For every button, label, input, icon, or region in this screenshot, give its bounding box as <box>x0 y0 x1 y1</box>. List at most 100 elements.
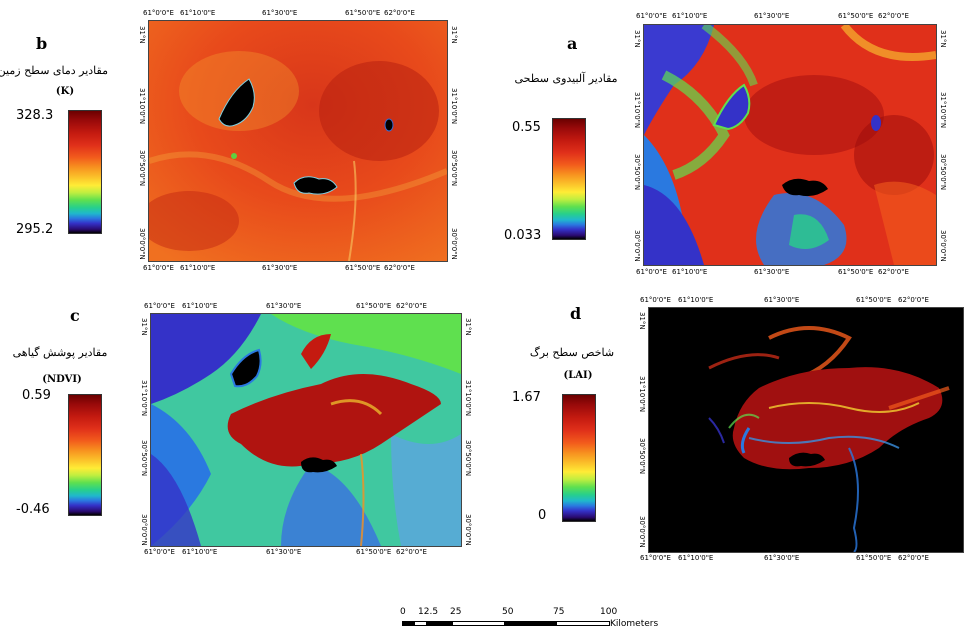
lon-tick: 61°10'0"E <box>672 12 708 20</box>
lat-tick: 31°10'0"N <box>140 380 148 417</box>
lon-tick: 61°10'0"E <box>678 296 714 304</box>
lat-tick: 30°0'0"N <box>464 514 472 546</box>
scale-label: 75 <box>553 607 565 617</box>
legend-title-ndvi: مقادیر پوشش گیاهی <box>12 346 108 359</box>
map-ndvi <box>150 313 462 547</box>
panel-letter-d: d <box>570 304 582 323</box>
lat-tick: 30°50'0"N <box>140 440 148 477</box>
lat-tick: 30°50'0"N <box>633 154 641 191</box>
lat-tick: 30°0'0"N <box>955 516 963 548</box>
lon-tick: 61°50'0"E <box>356 302 392 310</box>
legend-unit-ndvi: (NDVI) <box>42 374 82 385</box>
lat-tick: 30°0'0"N <box>138 228 146 260</box>
lon-tick: 62°0'0"E <box>878 268 909 276</box>
lon-tick: 62°0'0"E <box>898 296 929 304</box>
lat-tick: 30°0'0"N <box>939 230 947 262</box>
map-lai <box>648 307 964 553</box>
color-ramp-lst <box>68 110 102 234</box>
lon-tick: 61°0'0"E <box>640 296 671 304</box>
lon-tick: 62°0'0"E <box>396 302 427 310</box>
lat-tick: 30°50'0"N <box>939 154 947 191</box>
lat-tick: 31°10'0"N <box>464 380 472 417</box>
lat-tick: 30°0'0"N <box>450 228 458 260</box>
lat-tick: 31°10'0"N <box>955 376 963 413</box>
lon-tick: 61°50'0"E <box>856 296 892 304</box>
lat-tick: 31°10'0"N <box>939 92 947 129</box>
lon-tick: 61°0'0"E <box>143 9 174 17</box>
scale-segment <box>452 621 506 626</box>
lon-tick: 61°50'0"E <box>345 9 381 17</box>
lat-tick: 31°N <box>450 26 458 44</box>
lon-tick: 62°0'0"E <box>898 554 929 562</box>
panel-letter-c: c <box>70 306 80 325</box>
lon-tick: 61°50'0"E <box>856 554 892 562</box>
lat-tick: 31°N <box>464 318 472 336</box>
lon-tick: 61°30'0"E <box>764 296 800 304</box>
lon-tick: 61°0'0"E <box>640 554 671 562</box>
scale-unit: Kilometers <box>610 619 659 629</box>
scale-label: 12.5 <box>418 607 439 617</box>
lon-tick: 62°0'0"E <box>878 12 909 20</box>
color-ramp-ndvi <box>68 394 102 516</box>
legend-min-lst: 295.2 <box>16 222 54 237</box>
lon-tick: 61°10'0"E <box>182 302 218 310</box>
lon-tick: 61°0'0"E <box>143 264 174 272</box>
lat-tick: 31°N <box>955 312 963 330</box>
lon-tick: 62°0'0"E <box>384 264 415 272</box>
lat-tick: 30°50'0"N <box>450 150 458 187</box>
lat-tick: 31°10'0"N <box>138 88 146 125</box>
color-ramp-lai <box>562 394 596 522</box>
legend-title-albedo: مقادیر آلبیدوی سطحی <box>514 72 618 85</box>
lon-tick: 61°0'0"E <box>636 268 667 276</box>
lat-tick: 30°0'0"N <box>638 516 646 548</box>
lat-tick: 30°0'0"N <box>140 514 148 546</box>
scale-label: 0 <box>400 607 406 617</box>
legend-max-ndvi: 0.59 <box>22 388 51 403</box>
lon-tick: 61°0'0"E <box>144 302 175 310</box>
scale-label: 100 <box>600 607 618 617</box>
map-albedo <box>643 24 937 266</box>
lon-tick: 61°30'0"E <box>262 9 298 17</box>
scale-segment <box>504 621 556 626</box>
lon-tick: 61°0'0"E <box>144 548 175 556</box>
lat-tick: 31°N <box>939 30 947 48</box>
lon-tick: 61°10'0"E <box>180 9 216 17</box>
scale-segment <box>426 621 452 626</box>
lat-tick: 30°50'0"N <box>464 440 472 477</box>
scale-segment <box>556 621 610 626</box>
lat-tick: 31°10'0"N <box>638 376 646 413</box>
lon-tick: 61°0'0"E <box>636 12 667 20</box>
legend-title-lai: شاخص سطح برگ <box>529 346 615 359</box>
scale-label: 25 <box>450 607 462 617</box>
lat-tick: 31°10'0"N <box>450 88 458 125</box>
lon-tick: 61°30'0"E <box>754 268 790 276</box>
legend-min-albedo: 0.033 <box>504 228 542 243</box>
panel-letter-a: a <box>567 34 578 53</box>
lon-tick: 61°50'0"E <box>838 268 874 276</box>
scale-segment <box>402 621 414 626</box>
legend-max-albedo: 0.55 <box>512 120 541 135</box>
panel-letter-b: b <box>36 34 48 53</box>
lat-tick: 30°50'0"N <box>955 438 963 475</box>
legend-min-lai: 0 <box>538 508 547 523</box>
legend-unit-lai: (LAI) <box>563 370 593 381</box>
lon-tick: 61°10'0"E <box>180 264 216 272</box>
lat-tick: 30°50'0"N <box>638 438 646 475</box>
lon-tick: 61°10'0"E <box>678 554 714 562</box>
lat-tick: 31°10'0"N <box>633 92 641 129</box>
legend-title-lst: مقادیر دمای سطح زمین <box>0 64 108 77</box>
lon-tick: 61°50'0"E <box>838 12 874 20</box>
lon-tick: 61°10'0"E <box>672 268 708 276</box>
scale-label: 50 <box>502 607 514 617</box>
legend-unit-lst: (K) <box>55 86 75 97</box>
lon-tick: 61°30'0"E <box>266 302 302 310</box>
lon-tick: 61°50'0"E <box>345 264 381 272</box>
color-ramp-albedo <box>552 118 586 240</box>
legend-max-lai: 1.67 <box>512 390 541 405</box>
legend-max-lst: 328.3 <box>16 108 54 123</box>
lon-tick: 61°50'0"E <box>356 548 392 556</box>
lat-tick: 31°N <box>633 30 641 48</box>
lat-tick: 30°0'0"N <box>633 230 641 262</box>
lon-tick: 61°30'0"E <box>764 554 800 562</box>
lon-tick: 61°10'0"E <box>182 548 218 556</box>
